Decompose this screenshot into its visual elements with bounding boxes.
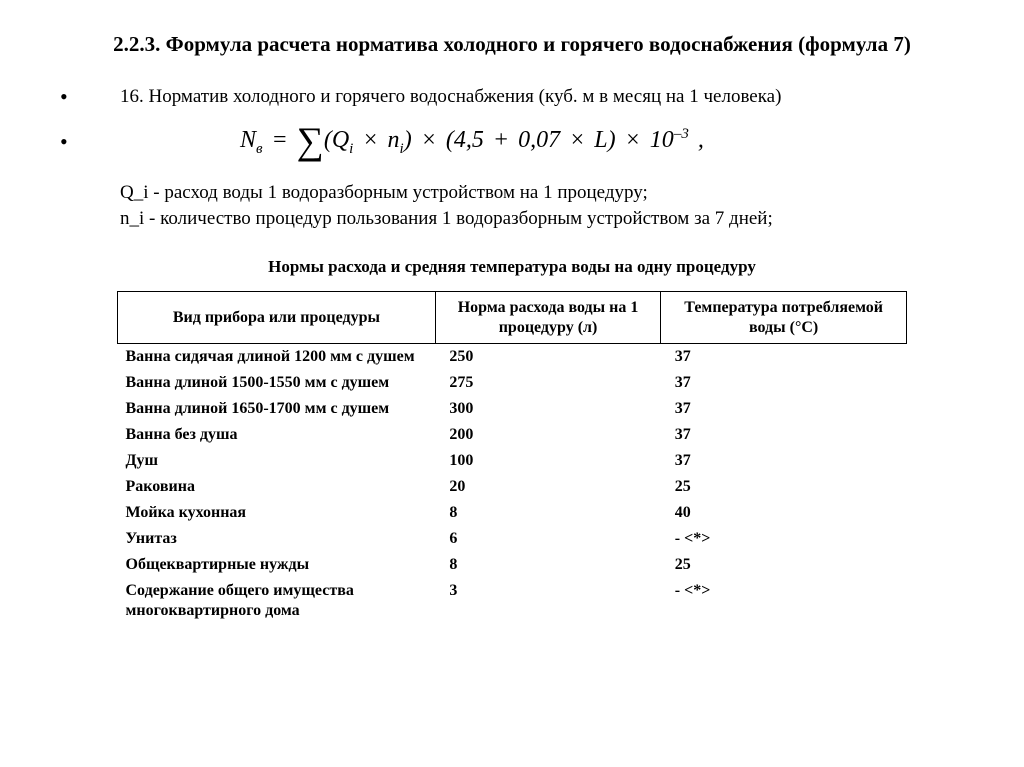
cell-norm: 100 <box>435 448 660 474</box>
cell-temperature: 25 <box>661 552 907 578</box>
table-row: Ванна сидячая длиной 1200 мм с душем2503… <box>118 343 907 370</box>
bullet-icon: • <box>50 86 120 108</box>
cell-norm: 200 <box>435 422 660 448</box>
cell-device: Ванна длиной 1650-1700 мм с душем <box>118 396 436 422</box>
cell-norm: 275 <box>435 370 660 396</box>
definition-n: n_i - количество процедур пользования 1 … <box>120 206 974 232</box>
list-item: • 16. Норматив холодного и горячего водо… <box>50 86 974 108</box>
cell-norm: 3 <box>435 578 660 624</box>
cell-device: Общеквартирные нужды <box>118 552 436 578</box>
cell-device: Содержание общего имущества многоквартир… <box>118 578 436 624</box>
table-row: Мойка кухонная840 <box>118 500 907 526</box>
cell-norm: 6 <box>435 526 660 552</box>
cell-device: Душ <box>118 448 436 474</box>
definition-q: Q_i - расход воды 1 водоразборным устрой… <box>120 180 974 206</box>
cell-device: Унитаз <box>118 526 436 552</box>
table-row: Раковина2025 <box>118 474 907 500</box>
cell-temperature: 37 <box>661 422 907 448</box>
cell-temperature: 25 <box>661 474 907 500</box>
cell-device: Мойка кухонная <box>118 500 436 526</box>
section-title: 2.2.3. Формула расчета норматива холодно… <box>50 30 974 58</box>
cell-norm: 300 <box>435 396 660 422</box>
cell-temperature: - <*> <box>661 526 907 552</box>
cell-device: Ванна длиной 1500-1550 мм с душем <box>118 370 436 396</box>
table-title: Нормы расхода и средняя температура воды… <box>50 257 974 277</box>
list-item: • Nв = ∑(Qi × ni) × (4,5 + 0,07 × L) × 1… <box>50 126 974 158</box>
table-row: Ванна длиной 1500-1550 мм с душем27537 <box>118 370 907 396</box>
cell-device: Ванна без душа <box>118 422 436 448</box>
cell-temperature: 37 <box>661 370 907 396</box>
cell-norm: 250 <box>435 343 660 370</box>
item-16-text: 16. Норматив холодного и горячего водосн… <box>120 86 974 108</box>
formula-7: Nв = ∑(Qi × ni) × (4,5 + 0,07 × L) × 10–… <box>240 126 704 158</box>
column-header-norm: Норма расхода воды на 1 процедуру (л) <box>435 292 660 343</box>
norms-table: Вид прибора или процедуры Норма расхода … <box>117 291 907 623</box>
cell-device: Ванна сидячая длиной 1200 мм с душем <box>118 343 436 370</box>
cell-norm: 8 <box>435 552 660 578</box>
table-row: Ванна без душа20037 <box>118 422 907 448</box>
cell-norm: 20 <box>435 474 660 500</box>
table-row: Ванна длиной 1650-1700 мм с душем30037 <box>118 396 907 422</box>
cell-temperature: 40 <box>661 500 907 526</box>
variable-definitions: Q_i - расход воды 1 водоразборным устрой… <box>120 180 974 231</box>
column-header-device: Вид прибора или процедуры <box>118 292 436 343</box>
cell-temperature: 37 <box>661 343 907 370</box>
cell-device: Раковина <box>118 474 436 500</box>
table-row: Душ10037 <box>118 448 907 474</box>
column-header-temperature: Температура потребляемой воды (°C) <box>661 292 907 343</box>
table-row: Общеквартирные нужды825 <box>118 552 907 578</box>
cell-temperature: 37 <box>661 448 907 474</box>
cell-temperature: 37 <box>661 396 907 422</box>
table-row: Унитаз6- <*> <box>118 526 907 552</box>
cell-norm: 8 <box>435 500 660 526</box>
cell-temperature: - <*> <box>661 578 907 624</box>
table-row: Содержание общего имущества многоквартир… <box>118 578 907 624</box>
bullet-icon: • <box>50 131 120 153</box>
